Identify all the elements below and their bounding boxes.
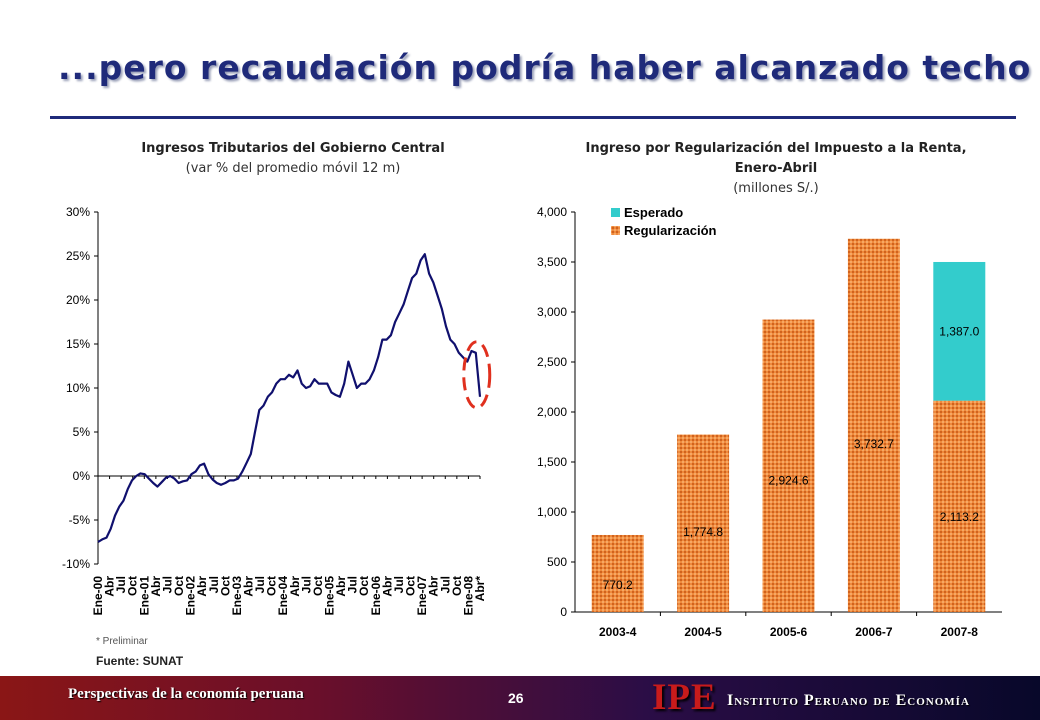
x-tick-label: Jul — [114, 576, 128, 593]
x-tick-label: Ene-01 — [137, 576, 151, 616]
x-tick-label: Abr — [334, 576, 348, 597]
x-tick-label: Oct — [404, 576, 418, 596]
y-tick-label: 10% — [66, 381, 90, 395]
footer-bar: Perspectivas de la economía peruana 26 I… — [0, 676, 1040, 720]
bar-regularización — [591, 534, 644, 612]
preliminary-note: * Preliminar — [96, 636, 148, 647]
x-tick-label: Jul — [438, 576, 452, 593]
left-chart-subtitle: (var % del promedio móvil 12 m) — [185, 161, 401, 176]
slide-title: ...pero recaudación podría haber alcanza… — [58, 48, 1032, 87]
x-tick-label: Oct — [311, 576, 325, 596]
x-tick-label: Oct — [218, 576, 232, 596]
legend-label-regularizacion: Regularización — [624, 223, 717, 238]
x-tick-label: Abr* — [473, 576, 487, 602]
x-tick-label: Ene-00 — [91, 576, 105, 616]
y-tick-label: 0% — [73, 469, 91, 483]
legend: Esperado Regularización — [611, 205, 717, 238]
bar-esperado — [933, 261, 986, 401]
x-tick-label: Oct — [172, 576, 186, 596]
x-tick-label: Ene-05 — [323, 576, 337, 616]
y-tick-label: 2,000 — [537, 405, 567, 419]
title-divider — [50, 116, 1016, 119]
x-tick-label: Ene-08 — [461, 576, 475, 616]
y-tick-label: 0 — [560, 605, 567, 619]
x-tick-label: Abr — [241, 576, 255, 597]
y-tick-label: -5% — [69, 513, 91, 527]
bar-value-label: 1,387.0 — [939, 324, 979, 338]
x-tick-label: Abr — [427, 576, 441, 597]
bar-regularización — [677, 434, 730, 612]
legend-swatch-esperado — [611, 208, 620, 217]
source-note: Fuente: SUNAT — [96, 654, 184, 668]
x-tick-label: Jul — [299, 576, 313, 593]
highlight-ellipse — [462, 340, 492, 410]
y-tick-label: 25% — [66, 249, 90, 263]
y-tick-label: 15% — [66, 337, 90, 351]
x-tick-label: 2003-4 — [599, 625, 637, 639]
tax-revenue-line-chart: 30%25%20%15%10%5%0%-5%-10%Ene-00AbrJulOc… — [62, 205, 492, 616]
x-tick-label: Jul — [253, 576, 267, 593]
y-tick-label: 1,500 — [537, 455, 567, 469]
right-chart-subtitle: (millones S/.) — [733, 181, 819, 196]
bar-value-label: 2,113.2 — [940, 510, 979, 524]
institute-name: Instituto Peruano de Economía — [727, 692, 970, 709]
x-tick-label: Jul — [392, 576, 406, 593]
x-tick-label: Abr — [380, 576, 394, 597]
x-tick-label: 2007-8 — [941, 625, 979, 639]
left-chart-title: Ingresos Tributarios del Gobierno Centra… — [141, 141, 445, 156]
bar-value-label: 1,774.8 — [683, 525, 723, 539]
x-tick-label: Abr — [195, 576, 209, 597]
y-tick-label: 4,000 — [537, 205, 567, 219]
y-tick-label: 20% — [66, 293, 90, 307]
x-tick-label: Ene-02 — [184, 576, 198, 616]
x-tick-label: Ene-07 — [415, 576, 429, 616]
y-tick-label: 3,500 — [537, 255, 567, 269]
y-tick-label: 500 — [547, 555, 567, 569]
legend-label-esperado: Esperado — [624, 205, 683, 220]
x-tick-label: Oct — [450, 576, 464, 596]
x-tick-label: Abr — [103, 576, 117, 597]
x-tick-label: Ene-04 — [276, 576, 290, 616]
right-chart-title-block: Ingreso por Regularización del Impuesto … — [566, 139, 986, 199]
bar-value-label: 770.2 — [603, 578, 633, 592]
x-tick-label: Jul — [160, 576, 174, 593]
legend-swatch-regularizacion — [611, 226, 620, 235]
ipe-logo: IPE — [652, 677, 717, 718]
bar-value-label: 2,924.6 — [768, 473, 808, 487]
y-tick-label: 2,500 — [537, 355, 567, 369]
x-tick-label: Ene-03 — [230, 576, 244, 616]
x-tick-label: Oct — [126, 576, 140, 596]
left-chart-title-block: Ingresos Tributarios del Gobierno Centra… — [88, 139, 498, 179]
page-number: 26 — [508, 690, 524, 706]
footer-presentation-title: Perspectivas de la economía peruana — [68, 686, 304, 702]
bar-value-label: 3,732.7 — [854, 437, 894, 451]
bar-regularización — [933, 400, 986, 612]
y-tick-label: 3,000 — [537, 305, 567, 319]
regularization-bar-chart: 4,000 3,500 3,000 2,500 2,000 1,500 1,000 500 0 2… — [537, 205, 1002, 639]
right-chart-title: Ingreso por Regularización del Impuesto … — [585, 141, 967, 176]
x-tick-label: 2005-6 — [770, 625, 808, 639]
x-tick-label: Oct — [357, 576, 371, 596]
tax-revenue-series-line — [97, 253, 482, 543]
bar-regularización — [762, 319, 815, 612]
x-tick-label: Jul — [346, 576, 360, 593]
x-tick-label: 2004-5 — [684, 625, 722, 639]
y-tick-label: 5% — [73, 425, 91, 439]
y-tick-label: 30% — [66, 205, 90, 219]
bar-regularización — [847, 238, 900, 613]
y-tick-label: -10% — [62, 557, 90, 571]
x-tick-label: Jul — [207, 576, 221, 593]
x-tick-label: Abr — [288, 576, 302, 597]
x-tick-label: Abr — [149, 576, 163, 597]
x-tick-label: 2006-7 — [855, 625, 893, 639]
y-tick-label: 1,000 — [537, 505, 567, 519]
x-tick-label: Oct — [265, 576, 279, 596]
x-tick-label: Ene-06 — [369, 576, 383, 616]
